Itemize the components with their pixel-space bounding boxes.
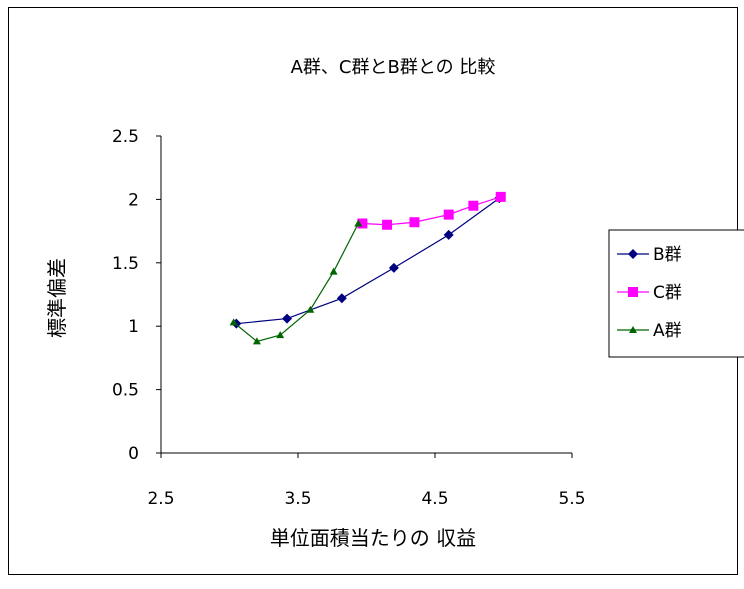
legend: B群 C群 A群	[608, 229, 744, 358]
data-point	[306, 305, 315, 313]
data-point	[229, 318, 238, 326]
data-point	[357, 218, 368, 229]
data-point	[382, 219, 393, 230]
y-tick-label: 2	[128, 190, 139, 210]
chart-svg: A群、C群とB群との 比較 単位面積当たりの 収益 標準偏差 0 0.5 1 1.5 2…	[45, 57, 744, 550]
data-point	[495, 191, 506, 202]
x-tick-label: 5.5	[558, 489, 585, 509]
x-tick-label: 4.5	[421, 489, 448, 509]
legend-marker	[629, 326, 637, 333]
x-tick-label: 2.5	[147, 489, 174, 509]
y-axis-label: 標準偏差	[45, 258, 69, 338]
y-tick-label: 0.5	[112, 381, 139, 401]
series-line	[233, 223, 359, 343]
series-line	[236, 197, 500, 325]
data-point	[388, 262, 399, 273]
data-point	[252, 337, 261, 345]
legend-label: C群	[653, 283, 682, 303]
x-axis-label: 単位面積当たりの 収益	[270, 526, 476, 550]
data-point	[276, 331, 285, 339]
data-point	[354, 219, 363, 227]
series-3	[229, 219, 363, 345]
data-point	[329, 267, 338, 275]
legend-marker	[628, 249, 638, 259]
legend-item: C群	[617, 283, 682, 303]
data-point	[336, 293, 347, 304]
legend-label: B群	[653, 245, 682, 265]
chart-title: A群、C群とB群との 比較	[291, 57, 496, 78]
legend-item: A群	[617, 321, 682, 341]
x-tick-label: 3.5	[284, 489, 311, 509]
series-layer	[229, 191, 506, 345]
series-1	[231, 193, 505, 329]
data-point	[443, 209, 454, 220]
axes: 0 0.5 1 1.5 2 2.5 2.5 3.5 4.5 5.5	[112, 127, 586, 509]
legend-label: A群	[653, 321, 682, 341]
legend-item: B群	[617, 245, 682, 265]
data-point	[409, 217, 420, 228]
data-point	[443, 229, 454, 240]
chart-area: A群、C群とB群との 比較 単位面積当たりの 収益 標準偏差 0 0.5 1 1.5 2…	[8, 7, 744, 575]
y-tick-label: 2.5	[112, 127, 139, 147]
y-tick-label: 0	[128, 444, 139, 464]
series-2	[357, 191, 506, 230]
y-tick-label: 1	[128, 317, 139, 337]
legend-marker	[628, 287, 638, 297]
y-tick-label: 1.5	[112, 254, 139, 274]
data-point	[468, 200, 479, 211]
data-point	[282, 313, 293, 324]
